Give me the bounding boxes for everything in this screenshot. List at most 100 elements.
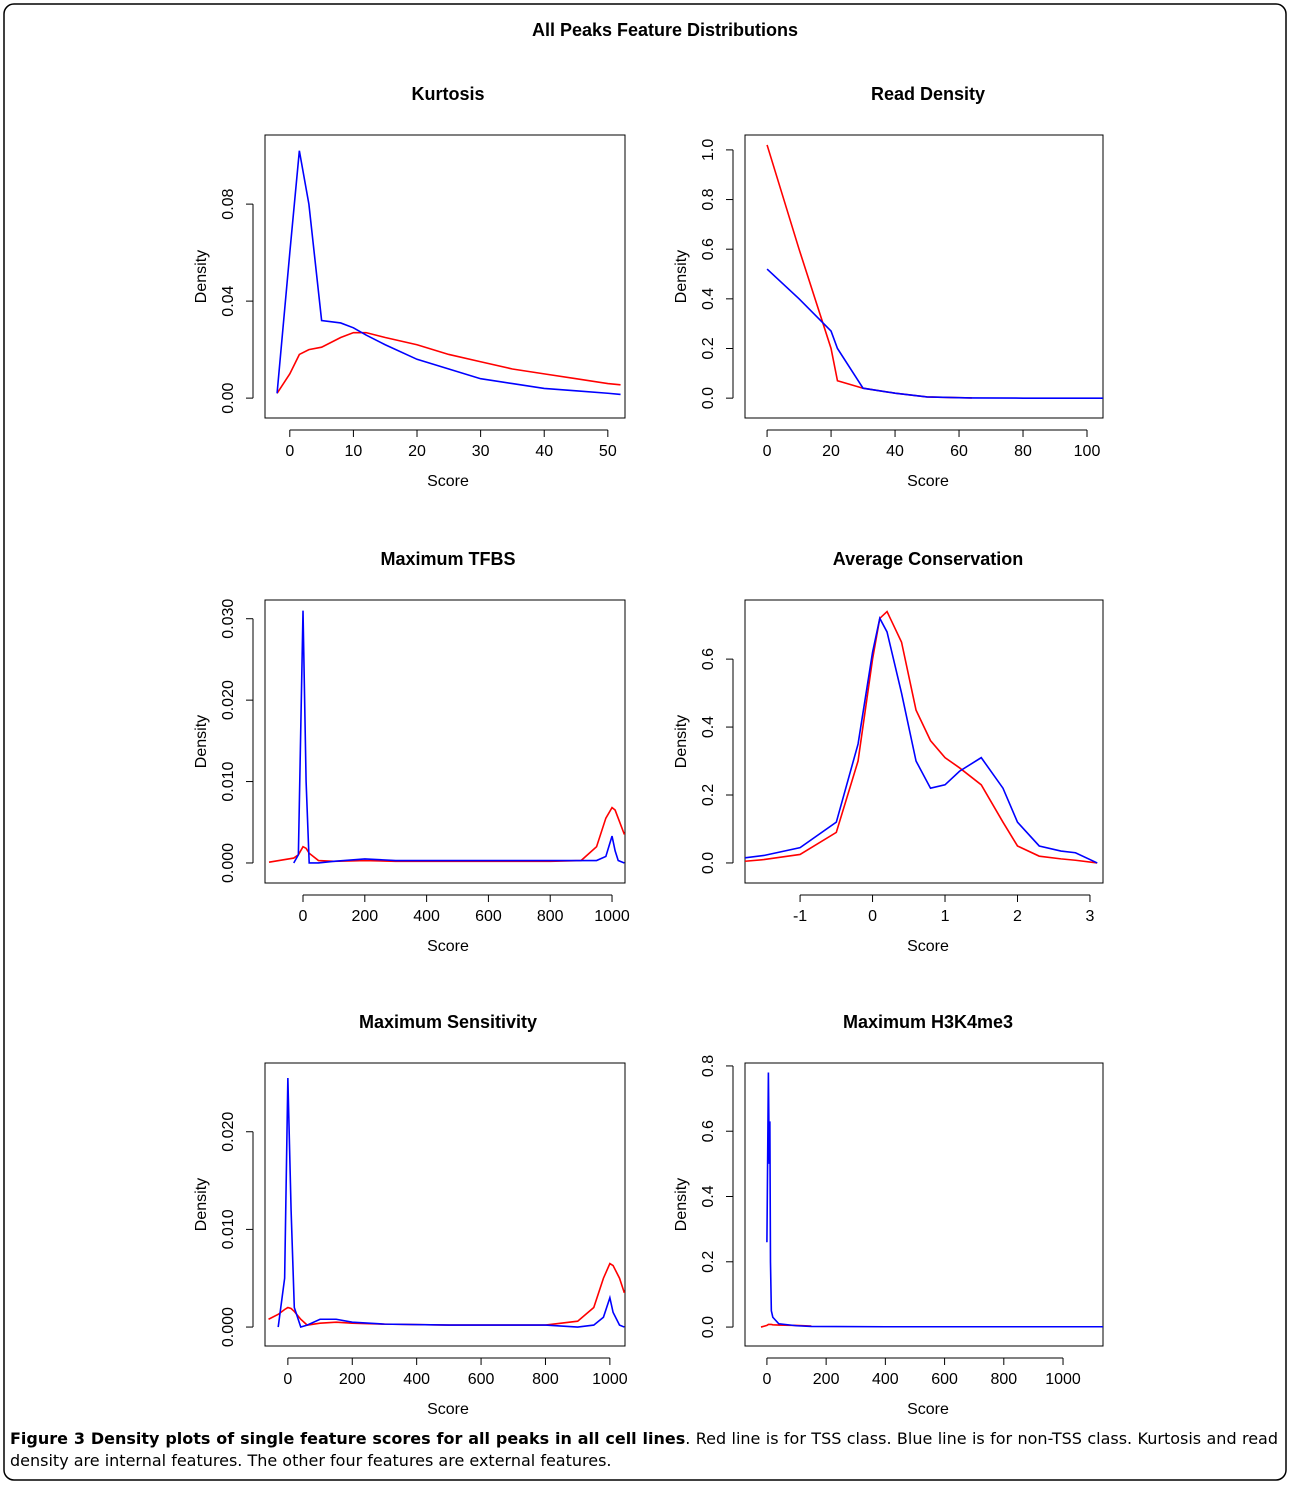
chart-title: Average Conservation	[833, 549, 1023, 569]
plot-box	[264, 134, 626, 419]
x-tick-label: 600	[931, 1371, 958, 1388]
x-tick-label: 200	[339, 1371, 366, 1388]
y-tick-label: 0.4	[700, 716, 717, 738]
y-tick-label: 0.6	[700, 238, 717, 260]
y-tick-label: 0.0	[700, 387, 717, 409]
x-axis-title: Score	[427, 473, 469, 490]
x-axis-title: Score	[907, 938, 949, 955]
x-tick-label: -1	[793, 908, 807, 925]
chart-title: Maximum H3K4me3	[843, 1012, 1013, 1032]
y-tick-label: 0.0	[700, 852, 717, 874]
y-axis-title: Density	[193, 250, 210, 303]
x-tick-label: 800	[990, 1371, 1017, 1388]
y-tick-label: 0.030	[220, 599, 237, 639]
y-tick-label: 0.010	[220, 1209, 237, 1249]
x-tick-label: 200	[351, 908, 378, 925]
density-line	[766, 268, 1103, 399]
x-tick-label: 0	[762, 1371, 771, 1388]
x-tick-label: 1000	[594, 908, 630, 925]
y-tick-label: 0.8	[700, 1055, 717, 1077]
y-tick-label: 0.020	[220, 1112, 237, 1152]
density-line	[745, 616, 1098, 864]
figure-title: All Peaks Feature Distributions	[532, 20, 798, 40]
density-line	[293, 610, 625, 864]
caption-text: . Red line is for TSS class. Blue line i…	[10, 1429, 1279, 1470]
y-tick-label: 0.00	[220, 382, 237, 413]
plot-box	[744, 134, 1104, 419]
figure-frame	[3, 3, 1287, 1481]
y-tick-label: 0.4	[700, 1185, 717, 1207]
y-tick-label: 0.8	[700, 188, 717, 210]
y-tick-label: 0.6	[700, 1120, 717, 1142]
x-tick-label: 3	[1086, 908, 1095, 925]
x-tick-label: 0	[285, 443, 294, 460]
x-tick-label: 2	[1013, 908, 1022, 925]
y-axis-title: Density	[673, 250, 690, 303]
x-tick-label: 1000	[1045, 1371, 1081, 1388]
x-tick-label: 0	[299, 908, 308, 925]
plot-box	[744, 1062, 1104, 1347]
x-tick-label: 20	[822, 443, 840, 460]
y-tick-label: 0.000	[220, 843, 237, 883]
y-tick-label: 0.4	[700, 288, 717, 310]
x-tick-label: 800	[532, 1371, 559, 1388]
x-tick-label: 50	[599, 443, 617, 460]
y-axis-title: Density	[673, 715, 690, 768]
x-axis-title: Score	[907, 1401, 949, 1418]
density-line	[276, 150, 621, 396]
x-tick-label: 1	[941, 908, 950, 925]
x-tick-label: 1000	[592, 1371, 628, 1388]
plot-box	[264, 599, 626, 884]
x-tick-label: 30	[472, 443, 490, 460]
chart-title: Read Density	[871, 84, 985, 104]
y-tick-label: 0.2	[700, 784, 717, 806]
x-tick-label: 10	[345, 443, 363, 460]
x-tick-label: 60	[950, 443, 968, 460]
x-axis-title: Score	[907, 473, 949, 490]
x-tick-label: 80	[1014, 443, 1032, 460]
y-axis-title: Density	[673, 1178, 690, 1231]
density-line	[268, 1262, 625, 1326]
x-tick-label: 40	[535, 443, 553, 460]
x-tick-label: 400	[872, 1371, 899, 1388]
y-tick-label: 0.2	[700, 337, 717, 359]
chart-title: Kurtosis	[411, 84, 484, 104]
density-line	[766, 1072, 1103, 1328]
density-line	[745, 610, 1098, 864]
x-tick-label: 400	[403, 1371, 430, 1388]
x-tick-label: 100	[1074, 443, 1101, 460]
chart-title: Maximum TFBS	[380, 549, 515, 569]
caption: Figure 3 Density plots of single feature…	[10, 1428, 1278, 1472]
x-tick-label: 0	[283, 1371, 292, 1388]
density-line	[766, 144, 972, 399]
x-tick-label: 600	[468, 1371, 495, 1388]
caption-bold: Figure 3 Density plots of single feature…	[10, 1429, 686, 1448]
y-axis-title: Density	[193, 715, 210, 768]
plot-box	[264, 1062, 626, 1347]
x-tick-label: 20	[408, 443, 426, 460]
y-axis-title: Density	[193, 1178, 210, 1231]
x-tick-label: 40	[886, 443, 904, 460]
y-tick-label: 0.04	[220, 285, 237, 316]
chart-title: Maximum Sensitivity	[359, 1012, 537, 1032]
plot-box	[744, 599, 1104, 884]
density-line	[277, 1078, 625, 1329]
y-tick-label: 0.08	[220, 188, 237, 219]
y-tick-label: 0.000	[220, 1307, 237, 1347]
y-tick-label: 0.0	[700, 1316, 717, 1338]
y-tick-label: 0.010	[220, 761, 237, 801]
x-tick-label: 0	[763, 443, 772, 460]
x-axis-title: Score	[427, 1401, 469, 1418]
density-line	[276, 331, 621, 394]
x-tick-label: 0	[868, 908, 877, 925]
x-tick-label: 400	[413, 908, 440, 925]
x-axis-title: Score	[427, 938, 469, 955]
x-tick-label: 200	[813, 1371, 840, 1388]
y-tick-label: 0.6	[700, 648, 717, 670]
y-tick-label: 1.0	[700, 139, 717, 161]
y-tick-label: 0.020	[220, 680, 237, 720]
x-tick-label: 600	[475, 908, 502, 925]
x-tick-label: 800	[537, 908, 564, 925]
